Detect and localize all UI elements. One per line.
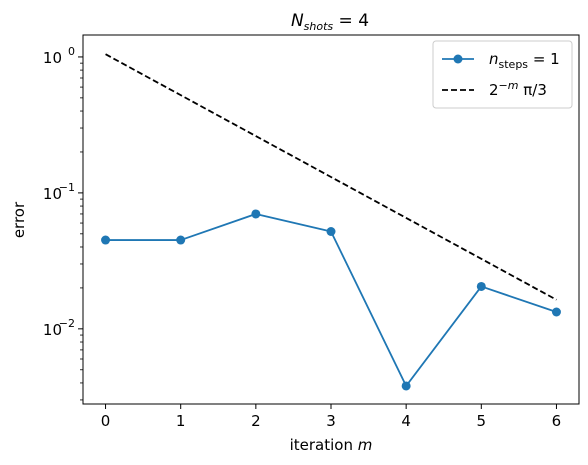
series-1-line xyxy=(105,213,557,387)
x-tick-label-0: 0 xyxy=(101,412,111,430)
y-axis: 10 010−110−2 xyxy=(43,45,83,401)
legend: nsteps = 1 2−m π/3 xyxy=(432,40,573,109)
series-1-point-2 xyxy=(251,209,261,219)
series-1-point-5 xyxy=(476,281,486,291)
x-tick-label-3: 3 xyxy=(326,412,336,430)
legend-1-sub: steps xyxy=(499,58,529,71)
legend-box xyxy=(432,40,573,109)
legend-1-rest: = 1 xyxy=(528,50,560,68)
y-tick-label-0: 10 xyxy=(43,49,62,67)
series-1-point-3 xyxy=(326,226,336,236)
chart-title: Nshots = 4 xyxy=(291,11,369,33)
x-tick-label-4: 4 xyxy=(401,412,411,430)
x-tick-label-5: 5 xyxy=(477,412,487,430)
x-tick-label-2: 2 xyxy=(251,412,261,430)
series-1-point-6 xyxy=(551,307,561,317)
title-sub: shots xyxy=(304,20,334,33)
y-tick-exp-0: 0 xyxy=(68,45,75,58)
legend-marker-series-1 xyxy=(453,54,463,64)
x-axis: 0 1 2 3 4 5 6 xyxy=(101,404,561,430)
y-tick-label-1: 10 xyxy=(43,185,62,203)
legend-2-rest: π/3 xyxy=(518,81,546,99)
legend-2-sup: −m xyxy=(499,79,519,92)
series-1-point-4 xyxy=(401,381,411,391)
series-1-point-1 xyxy=(176,235,186,245)
legend-1-var: n xyxy=(489,50,499,68)
y-axis-label: error xyxy=(10,201,28,238)
series-layer xyxy=(101,53,561,391)
x-tick-label-6: 6 xyxy=(552,412,562,430)
x-tick-label-1: 1 xyxy=(176,412,186,430)
x-axis-label-var: m xyxy=(358,436,373,454)
y-tick-label-2: 10 xyxy=(43,321,62,339)
x-axis-label: iteration m xyxy=(290,436,373,454)
y-tick-exp-2: −2 xyxy=(59,317,75,330)
legend-label-series-2: 2−m π/3 xyxy=(489,79,547,99)
title-var: N xyxy=(291,11,304,31)
legend-2-base: 2 xyxy=(489,81,499,99)
x-axis-label-text: iteration xyxy=(290,436,358,454)
legend-label-series-1: nsteps = 1 xyxy=(489,50,560,71)
title-rest: = 4 xyxy=(333,11,369,31)
series-1-point-0 xyxy=(101,235,111,245)
series-2-line xyxy=(105,53,557,301)
y-tick-exp-1: −1 xyxy=(59,181,75,194)
